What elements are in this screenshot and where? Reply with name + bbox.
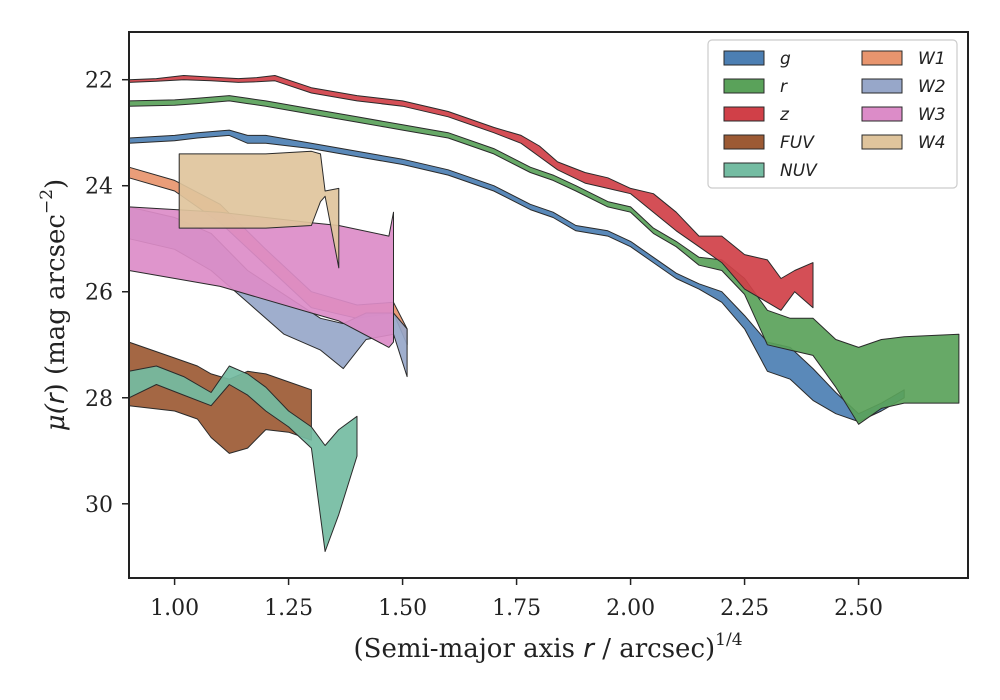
legend-item-fuv: FUV [723, 133, 815, 153]
legend-item-w1: W1 [861, 49, 946, 69]
legend-label: g [780, 49, 791, 69]
legend-label: W1 [918, 49, 946, 69]
legend-swatch [861, 50, 903, 66]
legend-item-g: g [723, 49, 791, 69]
y-tick-label: 24 [85, 175, 113, 200]
legend-label: W4 [918, 133, 946, 153]
legend-item-nuv: NUV [723, 161, 818, 181]
legend-item-w3: W3 [861, 105, 946, 125]
legend-swatch [723, 50, 765, 66]
legend-swatch [723, 134, 765, 150]
band-z [128, 75, 814, 311]
legend-swatch [861, 78, 903, 94]
legend-item-w4: W4 [861, 133, 946, 153]
y-axis-ticks: 22 24 26 28 30 [85, 69, 129, 518]
legend-items: grz FUV NUV W1 W2 W3 W4 [723, 49, 946, 181]
x-tick-label: 1.75 [492, 596, 541, 621]
y-tick-label: 30 [85, 493, 113, 518]
band-r [128, 95, 960, 425]
plot-frame [128, 31, 969, 579]
x-tick-label: 1.50 [378, 596, 427, 621]
y-axis-title: μ(r) (mag arcsec−2) [37, 179, 71, 431]
band-nuv [128, 365, 358, 552]
x-tick-label: 2.25 [720, 596, 769, 621]
x-tick-label: 1.25 [264, 596, 313, 621]
legend-item-r: r [723, 77, 788, 97]
y-tick-label: 22 [85, 69, 113, 94]
legend-item-w2: W2 [861, 77, 946, 97]
x-axis-ticks: 1.00 1.25 1.50 1.75 2.00 2.25 2.50 [150, 578, 883, 621]
legend-item-z: z [723, 105, 790, 125]
legend-label: W3 [918, 105, 946, 125]
legend-swatch [861, 106, 903, 122]
x-tick-label: 1.00 [150, 596, 199, 621]
x-axis-title: (Semi-major axis r / arcsec)1/4 [353, 630, 742, 664]
legend-label: z [779, 105, 790, 125]
legend-label: r [780, 77, 788, 97]
y-tick-label: 26 [85, 281, 113, 306]
legend-swatch [861, 134, 903, 150]
legend-box [707, 39, 958, 189]
y-tick-label: 28 [85, 387, 113, 412]
legend-swatch [723, 106, 765, 122]
legend-label: W2 [918, 77, 946, 97]
legend: grz FUV NUV W1 W2 W3 W4 [707, 39, 958, 189]
band-w4 [178, 150, 340, 269]
legend-label: NUV [780, 161, 818, 181]
legend-label: FUV [780, 133, 815, 153]
legend-swatch [723, 162, 765, 178]
x-tick-label: 2.50 [834, 596, 883, 621]
legend-swatch [723, 78, 765, 94]
series-bands [128, 75, 960, 552]
x-tick-label: 2.00 [606, 596, 655, 621]
